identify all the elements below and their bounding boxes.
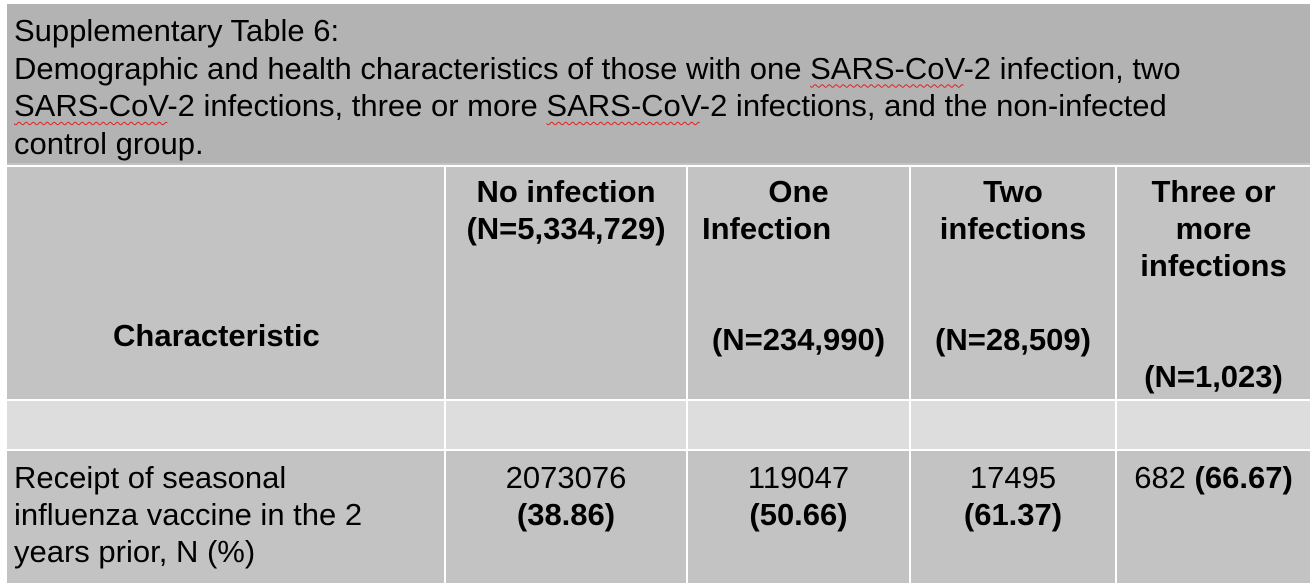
spacer-cell [909,399,1116,450]
row-label-cell: Receipt of seasonal influenza vaccine in… [7,449,445,583]
header-three-or-more: Three or more infections (N=1,023) [1115,165,1310,400]
spellcheck-term: SARS-CoV [546,88,700,123]
cell-percent: (50.66) [749,497,848,532]
header-label: more [1175,211,1252,246]
header-n: (N=1,023) [1144,359,1283,394]
cell-percent: (38.86) [516,497,616,532]
caption-text: Demographic and health characteristics o… [14,50,811,86]
header-n: (N=5,334,729) [466,211,666,246]
cell-no-infection: 2073076 (38.86) [444,449,687,583]
row-label: years prior, N (%) [14,534,256,569]
cell-percent: (66.67) [1194,460,1293,495]
header-label: Three or [1151,174,1276,209]
header-label: infections [1140,248,1287,283]
header-label: No infection [476,174,656,209]
cell-percent: (61.37) [963,497,1063,532]
cell-count: 17495 [969,460,1057,495]
header-label: Infection [702,211,832,246]
cell-count-inline: 682 (66.67) [1117,459,1310,496]
cell-three-or-more: 682 (66.67) [1115,449,1310,583]
cell-count: 2073076 [505,460,627,495]
caption-line-2: Demographic and health characteristics o… [14,50,1310,88]
cell-count: 682 [1134,460,1195,495]
table-row: Receipt of seasonal influenza vaccine in… [7,449,1310,583]
header-no-infection: No infection (N=5,334,729) [444,165,687,400]
header-label: Characteristic [113,318,320,353]
cell-two-infections: 17495 (61.37) [909,449,1116,583]
header-label: Two [983,174,1043,209]
header-label: One [768,174,829,209]
header-row: Characteristic No infection (N=5,334,729… [7,165,1310,400]
caption-text: -2 infection, two [963,50,1181,86]
header-one-infection: One Infection (N=234,990) [686,165,910,400]
cell-one-infection: 119047 (50.66) [686,449,910,583]
spacer-row [7,399,1310,450]
header-n: (N=28,509) [935,322,1091,357]
spacer-cell [444,399,687,450]
caption-table-label: Supplementary Table 6: [14,13,340,48]
characteristics-table: Characteristic No infection (N=5,334,729… [7,165,1310,583]
spacer-cell [7,399,445,450]
caption-line-4: control group. [14,125,204,161]
spellcheck-term: SARS-CoV [810,50,964,86]
header-characteristic: Characteristic [7,165,445,400]
caption-line-3: SARS-CoV-2 infections, three or more SAR… [14,87,1310,125]
spacer-cell [686,399,910,450]
supplementary-table-document: Supplementary Table 6: Demographic and h… [7,4,1310,583]
table-caption: Supplementary Table 6: Demographic and h… [7,4,1310,163]
row-label: influenza vaccine in the 2 [14,497,363,532]
spellcheck-term: SARS-CoV [14,88,168,123]
spacer-cell [1115,399,1310,450]
row-label: Receipt of seasonal [14,460,287,495]
header-n: (N=234,990) [711,322,886,357]
header-two-infections: Two infections (N=28,509) [909,165,1116,400]
caption-text: -2 infections, three or more [167,88,547,123]
caption-text: -2 infections, and the non-infected [699,88,1167,123]
header-label: infections [939,211,1087,246]
cell-count: 119047 [747,460,850,495]
